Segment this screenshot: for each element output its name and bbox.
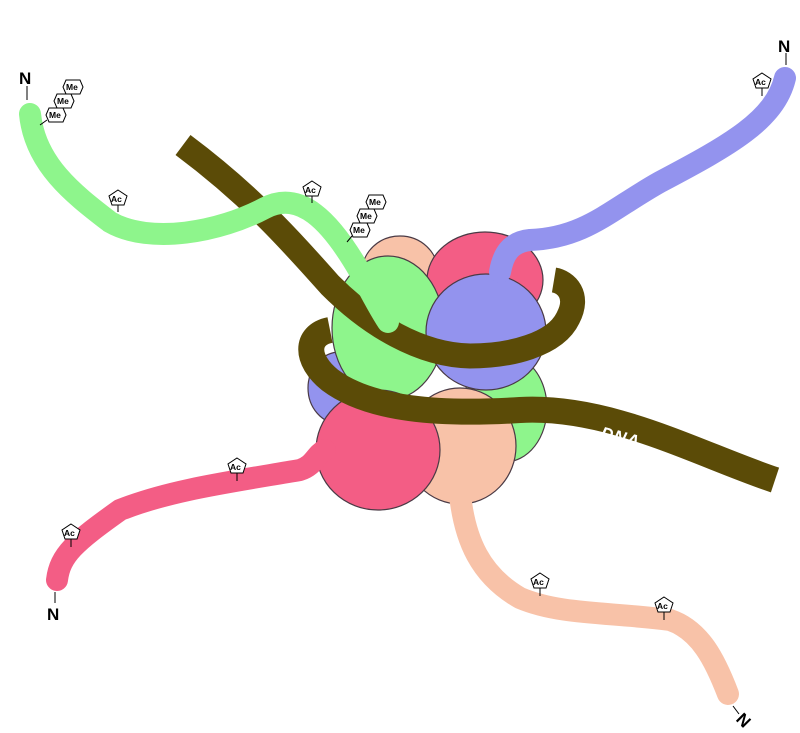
methyl-label: Me [360,211,372,221]
methyl-tag: Me [39,107,67,126]
dna-strand-lower [298,317,780,493]
methyl-tag: Me [356,208,378,224]
acetyl-tag: Ac [61,523,81,547]
acetyl-icon [302,180,322,197]
terminus-green: N [19,69,31,100]
acetyl-icon [752,72,772,89]
methyl-tag: Me [62,79,84,95]
methyl-tag: Me [365,194,387,210]
acetyl-label: Ac [64,528,75,538]
acetyl-label: Ac [755,77,766,87]
terminus-blue: N [778,37,790,65]
dna-strand-upper [175,134,586,369]
methyl-icon [365,194,387,210]
methyl-label: Me [57,96,69,106]
methyl-label: Me [369,197,381,207]
acetyl-label: Ac [111,194,122,204]
tail-peach [449,484,739,705]
acetyl-label: Ac [230,462,241,472]
methyl-label: Me [66,82,78,92]
acetyl-icon [227,457,247,474]
methyl-label: Me [353,225,365,235]
tail-pink [46,439,336,591]
acetyl-tag: Ac [227,457,247,481]
acetyl-label: Ac [305,185,316,195]
methyl-tag: Me [53,93,75,109]
acetyl-tag: Ac [752,72,772,96]
n-terminus-label: N [19,69,31,88]
terminus-stem [732,705,740,715]
methyl-icon [62,79,84,95]
acetyl-icon [108,189,128,206]
tail-green [19,103,399,333]
acetyl-label: Ac [533,577,544,587]
n-terminus-label: N [47,605,59,624]
acetyl-tag: Ac [530,572,550,596]
terminus-peach: N [732,705,754,732]
tag-stem [346,235,353,243]
acetyl-icon [530,572,550,589]
histone-blue-front [425,273,547,391]
acetyl-tag: Ac [654,596,674,620]
terminus-pink: N [47,592,59,624]
acetyl-icon [61,523,81,540]
histone-core [307,231,548,511]
methyl-label: Me [49,110,61,120]
tail-blue [489,67,796,283]
acetyl-icon [654,596,674,613]
acetyl-tag: Ac [302,180,322,203]
n-terminus-label: N [778,37,790,56]
n-terminus-label: N [732,709,754,728]
acetyl-label: Ac [657,601,668,611]
mod-tags: Me Me Me Ac Ac Me Me [39,72,772,620]
tag-stem [39,119,48,126]
acetyl-tag: Ac [108,189,128,212]
